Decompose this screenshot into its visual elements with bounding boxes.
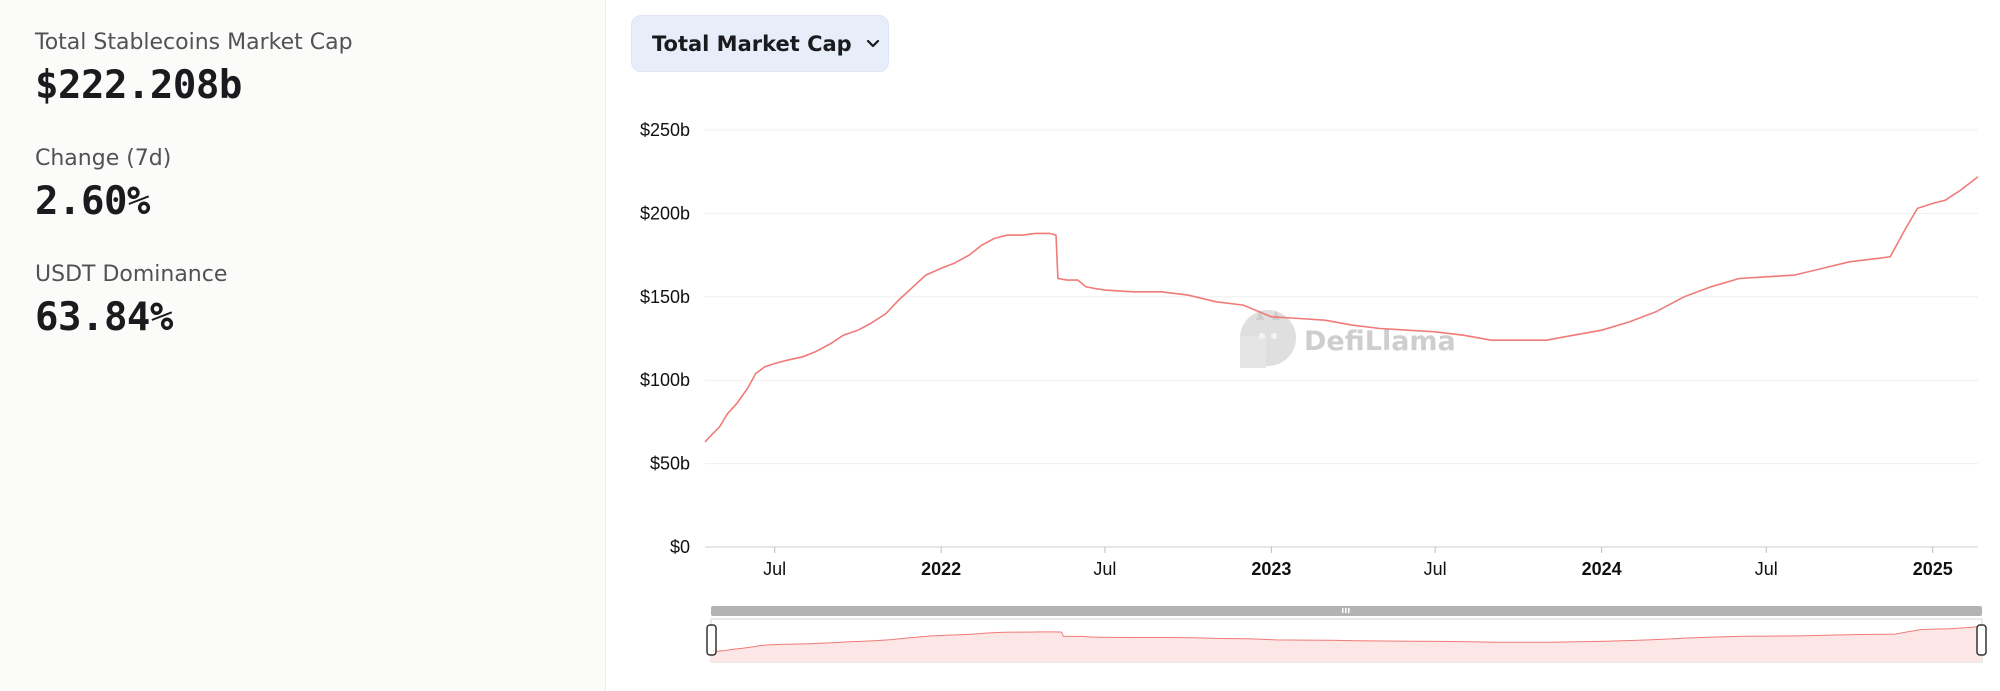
- y-tick-label: $0: [670, 537, 690, 557]
- x-tick-label: 2022: [921, 559, 961, 579]
- x-tick-label: 2023: [1251, 559, 1291, 579]
- watermark: DefiLlama: [1240, 310, 1456, 368]
- slider-handle-right[interactable]: [1976, 624, 1987, 656]
- series-line: [704, 176, 1979, 443]
- x-tick-label: Jul: [1424, 559, 1447, 579]
- slider-handle-left[interactable]: [706, 624, 717, 656]
- y-tick-label: $150b: [640, 287, 690, 307]
- y-tick-label: $100b: [640, 370, 690, 390]
- stats-panel: Total Stablecoins Market Cap $222.208b C…: [0, 0, 606, 691]
- stat-total-market-cap: Total Stablecoins Market Cap $222.208b: [35, 30, 353, 108]
- watermark-text: DefiLlama: [1304, 326, 1456, 357]
- stat-value: 63.84%: [35, 295, 173, 340]
- stat-usdt-dominance: USDT Dominance 63.84%: [35, 262, 228, 340]
- y-tick-label: $250b: [640, 120, 690, 140]
- x-tick-label: Jul: [1755, 559, 1778, 579]
- stat-value: 2.60%: [35, 179, 150, 224]
- slider-grip-icon: [1342, 608, 1350, 613]
- metric-select-label: Total Market Cap: [652, 31, 852, 56]
- stat-change-7d: Change (7d) 2.60%: [35, 146, 172, 224]
- y-axis: $0 $50b $100b $150b $200b $250b: [640, 120, 690, 557]
- y-tick-label: $200b: [640, 203, 690, 223]
- stat-value: $222.208b: [35, 63, 242, 108]
- stat-label: Total Stablecoins Market Cap: [35, 30, 353, 55]
- chevron-down-icon: [866, 39, 880, 48]
- defillama-logo-icon: [1240, 310, 1296, 368]
- slider-preview-line: [710, 626, 1983, 653]
- x-tick-label: 2025: [1913, 559, 1953, 579]
- x-tick-label: Jul: [763, 559, 786, 579]
- x-tick-label: 2024: [1582, 559, 1622, 579]
- metric-select-button[interactable]: Total Market Cap: [631, 15, 889, 72]
- stat-label: Change (7d): [35, 146, 172, 171]
- range-slider[interactable]: [706, 606, 1987, 663]
- x-axis: Jul 2022 Jul 2023 Jul 2024 Jul 2025: [763, 547, 1953, 579]
- x-tick-label: Jul: [1093, 559, 1116, 579]
- y-tick-label: $50b: [650, 454, 690, 474]
- slider-preview-area: [711, 626, 1982, 662]
- stat-label: USDT Dominance: [35, 262, 228, 287]
